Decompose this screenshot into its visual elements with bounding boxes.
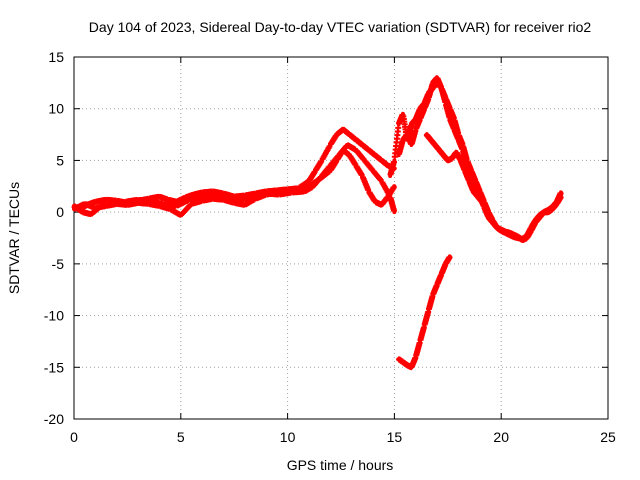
x-axis-label: GPS time / hours bbox=[287, 457, 394, 473]
plot-frame bbox=[73, 56, 609, 420]
data-series bbox=[71, 75, 564, 371]
y-tick-label: -5 bbox=[52, 256, 65, 272]
x-tick-label: 20 bbox=[493, 429, 509, 445]
x-tick-label: 15 bbox=[387, 429, 403, 445]
y-tick-label: -15 bbox=[44, 359, 64, 375]
x-tick-label: 10 bbox=[280, 429, 296, 445]
data-marker bbox=[557, 190, 564, 197]
series-track-3 bbox=[72, 147, 397, 218]
data-marker bbox=[390, 184, 397, 191]
x-tick-label: 0 bbox=[70, 429, 78, 445]
data-marker bbox=[390, 207, 397, 214]
y-tick-label: -20 bbox=[44, 411, 64, 427]
series-track-5 bbox=[396, 75, 564, 243]
x-tick-label: 5 bbox=[177, 429, 185, 445]
chart-title: Day 104 of 2023, Sidereal Day-to-day VTE… bbox=[89, 19, 592, 35]
y-tick-label: 15 bbox=[48, 49, 64, 65]
data-marker bbox=[482, 203, 489, 210]
axis-ticks: 0 5 10 15 20 25 -20 -15 -10 -5 0 5 10 15 bbox=[44, 49, 616, 445]
series-track-6 bbox=[423, 132, 489, 210]
series-track-7 bbox=[396, 254, 453, 371]
data-marker bbox=[446, 254, 453, 261]
x-tick-label: 25 bbox=[600, 429, 616, 445]
y-axis-label: SDTVAR / TECUs bbox=[6, 182, 22, 294]
grid-lines bbox=[74, 57, 608, 419]
y-tick-label: 5 bbox=[56, 152, 64, 168]
data-marker bbox=[390, 158, 397, 165]
y-tick-label: 0 bbox=[56, 204, 64, 220]
y-tick-label: -10 bbox=[44, 308, 64, 324]
y-tick-label: 10 bbox=[48, 101, 64, 117]
